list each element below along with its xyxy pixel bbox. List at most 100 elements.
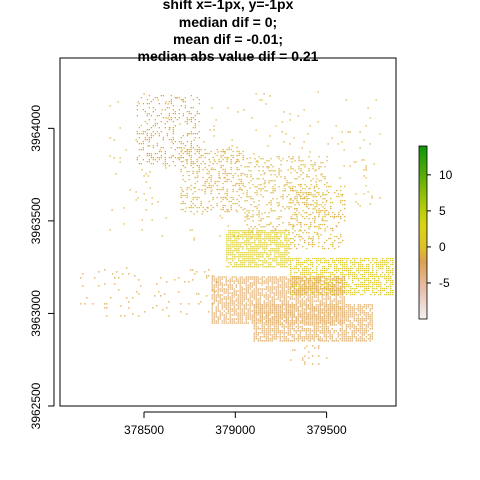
- raster-cell: [160, 155, 162, 157]
- raster-cell: [285, 133, 287, 135]
- raster-cell: [289, 119, 291, 121]
- raster-cell: [297, 294, 299, 296]
- raster-cell: [263, 280, 265, 282]
- raster-cell: [228, 262, 230, 264]
- raster-cell: [276, 252, 278, 254]
- raster-cell: [255, 330, 257, 332]
- raster-cell: [325, 324, 327, 326]
- raster-cell: [281, 278, 283, 280]
- raster-cell: [316, 202, 318, 204]
- raster-cell: [263, 304, 265, 306]
- raster-cell: [335, 294, 337, 296]
- raster-cell: [198, 131, 200, 133]
- raster-cell: [249, 286, 251, 288]
- raster-cell: [237, 304, 239, 306]
- raster-cell: [330, 243, 332, 246]
- raster-cell: [324, 247, 326, 250]
- raster-cell: [225, 308, 227, 310]
- raster-cell: [285, 292, 287, 294]
- raster-cell: [357, 310, 359, 312]
- raster-cell: [166, 121, 168, 123]
- raster-cell: [249, 310, 251, 312]
- raster-cell: [168, 129, 170, 131]
- raster-cell: [225, 290, 227, 292]
- raster-cell: [315, 328, 317, 330]
- raster-cell: [311, 288, 313, 290]
- raster-cell: [273, 338, 275, 340]
- raster-cell: [332, 291, 334, 294]
- raster-cell: [253, 340, 255, 342]
- raster-cell: [314, 243, 316, 246]
- raster-cell: [290, 172, 292, 174]
- raster-cell: [305, 290, 307, 292]
- raster-cell: [231, 322, 233, 324]
- raster-cell: [337, 316, 339, 318]
- raster-cell: [288, 264, 290, 266]
- raster-cell: [335, 338, 337, 340]
- raster-cell: [170, 139, 172, 141]
- raster-cell: [253, 318, 255, 320]
- raster-cell: [296, 194, 298, 196]
- raster-cell: [109, 155, 111, 157]
- raster-cell: [253, 312, 255, 314]
- raster-cell: [252, 198, 254, 200]
- raster-cell: [217, 284, 219, 286]
- raster-cell: [277, 322, 279, 324]
- raster-cell: [290, 261, 292, 264]
- raster-cell: [275, 290, 277, 292]
- raster-cell: [236, 240, 238, 242]
- raster-cell: [240, 180, 242, 183]
- raster-cell: [284, 176, 286, 178]
- raster-cell: [243, 109, 245, 111]
- raster-cell: [335, 312, 337, 314]
- raster-cell: [286, 230, 288, 232]
- raster-cell: [244, 256, 246, 258]
- raster-cell: [278, 230, 280, 232]
- raster-cell: [226, 240, 228, 242]
- raster-cell: [222, 208, 224, 211]
- raster-cell: [301, 292, 303, 294]
- raster-cell: [223, 322, 225, 324]
- raster-cell: [349, 165, 351, 167]
- raster-cell: [309, 314, 311, 316]
- raster-cell: [341, 282, 343, 284]
- raster-cell: [310, 223, 312, 226]
- raster-cell: [343, 298, 345, 300]
- raster-cell: [307, 133, 309, 135]
- raster-cell: [355, 336, 357, 338]
- raster-cell: [242, 184, 244, 187]
- raster-cell: [305, 314, 307, 316]
- raster-cell: [340, 267, 342, 270]
- raster-cell: [335, 318, 337, 320]
- raster-cell: [236, 236, 238, 238]
- raster-cell: [267, 288, 269, 290]
- raster-cell: [226, 178, 228, 181]
- raster-cell: [282, 206, 284, 208]
- raster-cell: [372, 259, 374, 262]
- raster-cell: [230, 158, 232, 161]
- raster-cell: [148, 103, 150, 105]
- raster-cell: [302, 261, 304, 264]
- raster-cell: [306, 271, 308, 274]
- raster-cell: [364, 257, 366, 260]
- raster-cell: [278, 170, 280, 172]
- raster-cell: [331, 320, 333, 322]
- raster-cell: [293, 225, 295, 227]
- raster-cell: [243, 280, 245, 282]
- raster-cell: [227, 292, 229, 294]
- raster-cell: [298, 191, 300, 194]
- raster-cell: [284, 258, 286, 260]
- raster-cell: [324, 194, 326, 196]
- raster-cell: [308, 228, 310, 230]
- raster-cell: [276, 258, 278, 260]
- raster-cell: [172, 127, 174, 129]
- raster-cell: [261, 320, 263, 322]
- raster-cell: [136, 105, 138, 107]
- raster-cell: [230, 238, 232, 240]
- raster-cell: [319, 276, 321, 278]
- raster-cell: [361, 312, 363, 314]
- raster-cell: [226, 260, 228, 262]
- raster-cell: [308, 273, 310, 276]
- raster-cell: [246, 234, 248, 236]
